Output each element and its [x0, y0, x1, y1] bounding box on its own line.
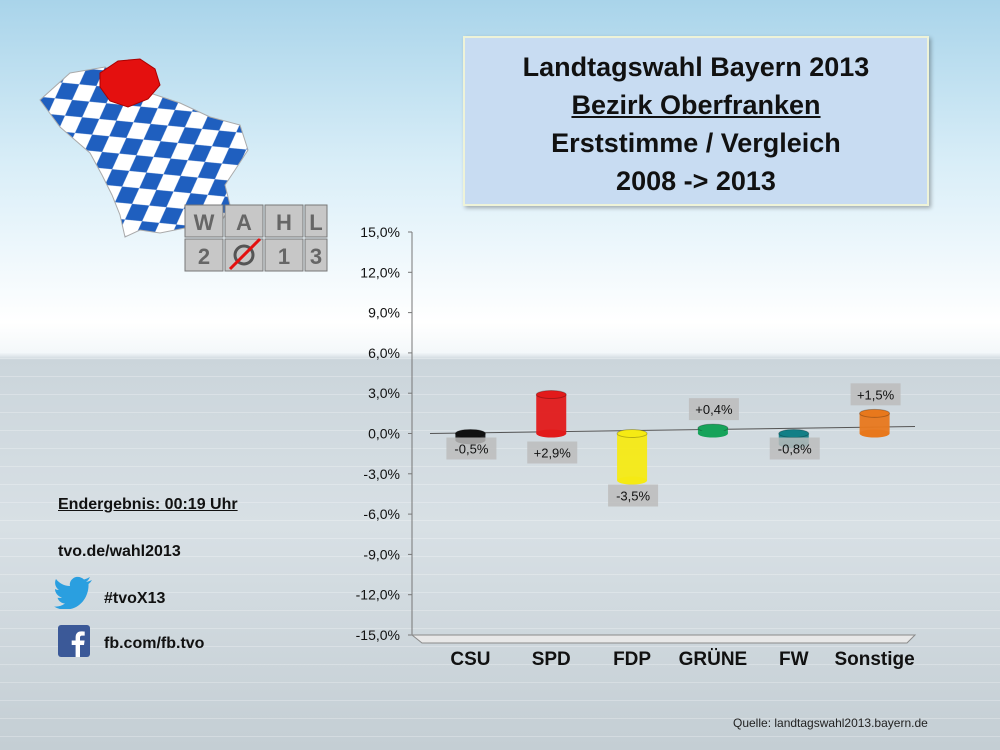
svg-text:W: W [194, 210, 215, 235]
bar-base [536, 429, 567, 438]
data-label: -3,5% [608, 484, 659, 507]
data-label-text: +2,9% [534, 446, 572, 461]
data-label-text: +1,5% [857, 387, 895, 402]
svg-text:2: 2 [198, 244, 210, 269]
y-tick-label: -12,0% [356, 587, 400, 603]
y-tick-label: 3,0% [368, 385, 400, 401]
data-label-box [608, 484, 659, 507]
bar-body [859, 413, 890, 434]
data-labels: -0,5% +2,9% -3,5% +0,4% -0,8% +1,5% [446, 383, 901, 507]
bar-fdp [616, 429, 648, 485]
category-labels: CSU SPD FDP GRÜNE FW Sonstige [450, 649, 914, 670]
bars [454, 390, 891, 485]
bar-grüne [697, 423, 729, 438]
wahl-2013-cubes: W A H L 2 1 3 [184, 204, 328, 272]
svg-text:L: L [309, 210, 322, 235]
data-label: -0,8% [769, 437, 820, 460]
facebook-link[interactable]: fb.com/fb.tvo [104, 635, 205, 652]
chart: 15,0% 12,0% 9,0% 6,0% 3,0% 0,0% -3,0% -6,0% -9,0… [356, 224, 917, 670]
y-tick-label: -6,0% [363, 506, 400, 522]
data-label-text: -0,8% [778, 442, 812, 457]
category-label: CSU [450, 649, 490, 670]
data-label-box [769, 437, 820, 460]
y-tick-label: -9,0% [363, 546, 400, 562]
data-label-box [688, 398, 739, 421]
twitter-icon[interactable] [54, 575, 94, 609]
category-label: SPD [532, 649, 571, 670]
data-label-box [527, 441, 578, 464]
data-label-text: +0,4% [695, 402, 733, 417]
y-tick-label: 9,0% [368, 305, 400, 321]
svg-text:3: 3 [310, 244, 322, 269]
svg-text:A: A [236, 210, 252, 235]
website-link[interactable]: tvo.de/wahl2013 [58, 543, 181, 560]
twitter-handle[interactable]: #tvoX13 [104, 590, 166, 607]
bar-cap [778, 429, 810, 438]
y-axis: 15,0% 12,0% 9,0% 6,0% 3,0% 0,0% -3,0% -6,0% -9,0… [356, 224, 917, 644]
bar-sonstige [859, 408, 891, 438]
category-label: GRÜNE [679, 649, 748, 670]
data-label: +0,4% [688, 398, 739, 421]
bar-spd [535, 390, 567, 438]
data-label: -0,5% [446, 437, 497, 460]
y-tick-label: -3,0% [363, 466, 400, 482]
y-tick-label: -15,0% [356, 627, 400, 643]
endergebnis-text: Endergebnis: 00:19 Uhr [58, 496, 238, 513]
svg-text:1: 1 [278, 244, 290, 269]
title-box: Landtagswahl Bayern 2013 Bezirk Oberfran… [463, 36, 929, 206]
bavaria-map-logo: W A H L 2 1 3 [39, 58, 328, 272]
title-line-2: Bezirk Oberfranken [571, 90, 821, 120]
bar-cap [859, 408, 891, 418]
category-label: FW [779, 649, 809, 670]
floor-texture [0, 358, 1000, 750]
bar-base [859, 429, 890, 438]
category-label: FDP [613, 649, 651, 670]
data-label: +1,5% [850, 383, 901, 406]
data-label-text: -3,5% [616, 489, 650, 504]
svg-text:H: H [276, 210, 292, 235]
y-tick-label: 15,0% [360, 224, 400, 240]
bar-cap [616, 429, 648, 438]
bar-base [617, 476, 648, 485]
facebook-icon[interactable] [58, 625, 90, 657]
oberfranken-shape [99, 58, 161, 108]
y-tick-label: 6,0% [368, 345, 400, 361]
bar-base [697, 429, 728, 438]
zero-line [429, 426, 916, 434]
chart-floor [410, 634, 917, 644]
y-tick-label: 12,0% [360, 264, 400, 280]
bar-body [536, 394, 567, 434]
category-label: Sonstige [834, 649, 914, 670]
bar-cap [535, 390, 567, 400]
data-label-box [446, 437, 497, 460]
source-note: Quelle: landtagswahl2013.bayern.de [733, 716, 928, 730]
title-line-4: 2008 -> 2013 [616, 166, 776, 196]
data-label-box [850, 383, 901, 406]
y-tick-label: 0,0% [368, 426, 400, 442]
title-line-3: Erststimme / Vergleich [551, 128, 841, 158]
data-label-text: -0,5% [454, 442, 488, 457]
data-label: +2,9% [527, 441, 578, 464]
bar-body [617, 433, 648, 481]
title-line-1: Landtagswahl Bayern 2013 [522, 52, 870, 82]
